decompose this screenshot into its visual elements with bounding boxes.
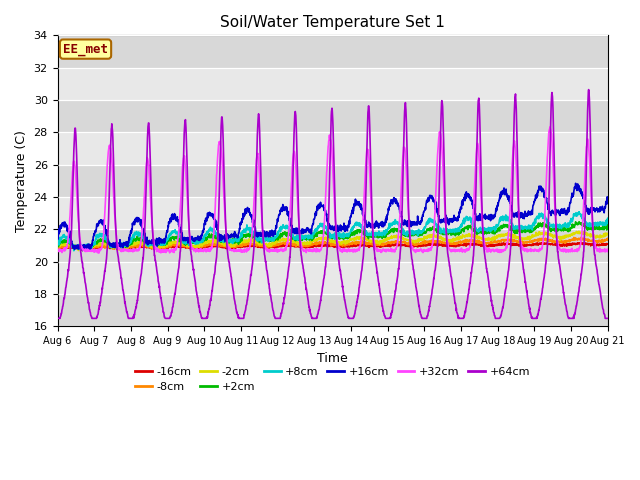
Bar [58,100,608,132]
Bar [58,68,608,100]
Bar [58,165,608,197]
Bar [58,36,608,68]
Text: EE_met: EE_met [63,43,108,56]
Title: Soil/Water Temperature Set 1: Soil/Water Temperature Set 1 [220,15,445,30]
Bar [58,132,608,165]
Y-axis label: Temperature (C): Temperature (C) [15,130,28,232]
Bar [58,197,608,229]
Legend: -16cm, -8cm, -2cm, +2cm, +8cm, +16cm, +32cm, +64cm: -16cm, -8cm, -2cm, +2cm, +8cm, +16cm, +3… [131,362,534,396]
X-axis label: Time: Time [317,352,348,365]
Bar [58,229,608,262]
Bar [58,262,608,294]
Bar [58,294,608,326]
